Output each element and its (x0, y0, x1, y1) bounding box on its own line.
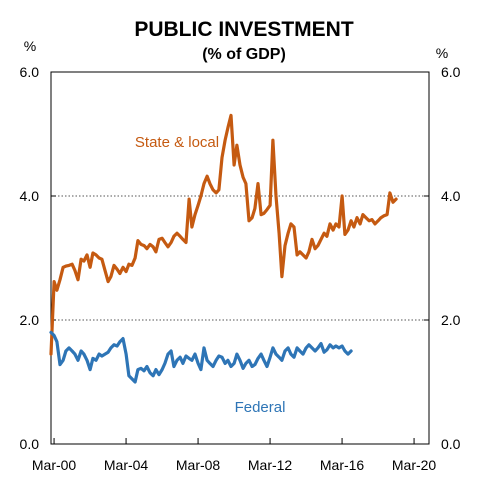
y-tick-label-left-0: 0.0 (20, 436, 40, 452)
series-line-federal (49, 330, 353, 384)
y-tick-label-right-0: 0.0 (441, 436, 461, 452)
series-label-federal: Federal (235, 399, 286, 416)
y-tick-label-right-3: 6.0 (441, 64, 461, 80)
plot-area-frame (50, 71, 430, 445)
series-line-state-local (49, 113, 398, 356)
y-axis-left: 0.0 2.0 4.0 6.0 (20, 64, 56, 452)
y-axis-right: 0.0 2.0 4.0 6.0 (424, 64, 461, 452)
y-tick-label-left-1: 2.0 (20, 312, 40, 328)
x-tick-label-1: Mar-04 (104, 457, 149, 473)
chart-title: PUBLIC INVESTMENT (134, 18, 354, 41)
x-tick-label-0: Mar-00 (32, 457, 77, 473)
x-axis: Mar-00 Mar-04 Mar-08 Mar-12 Mar-16 Mar-20 (32, 438, 437, 473)
x-tick-label-2: Mar-08 (176, 457, 221, 473)
y-axis-unit-left: % (24, 38, 36, 54)
x-tick-label-5: Mar-20 (392, 457, 437, 473)
x-tick-label-3: Mar-12 (248, 457, 293, 473)
series-lines (49, 113, 398, 384)
y-tick-label-right-1: 2.0 (441, 312, 461, 328)
chart-subtitle: (% of GDP) (202, 46, 286, 63)
y-tick-label-left-2: 4.0 (20, 188, 40, 204)
y-tick-label-right-2: 4.0 (441, 188, 461, 204)
series-label-state-local: State & local (135, 134, 219, 151)
y-axis-unit-right: % (436, 45, 448, 61)
x-tick-label-4: Mar-16 (320, 457, 365, 473)
gridlines (51, 195, 429, 321)
y-tick-label-left-3: 6.0 (20, 64, 40, 80)
